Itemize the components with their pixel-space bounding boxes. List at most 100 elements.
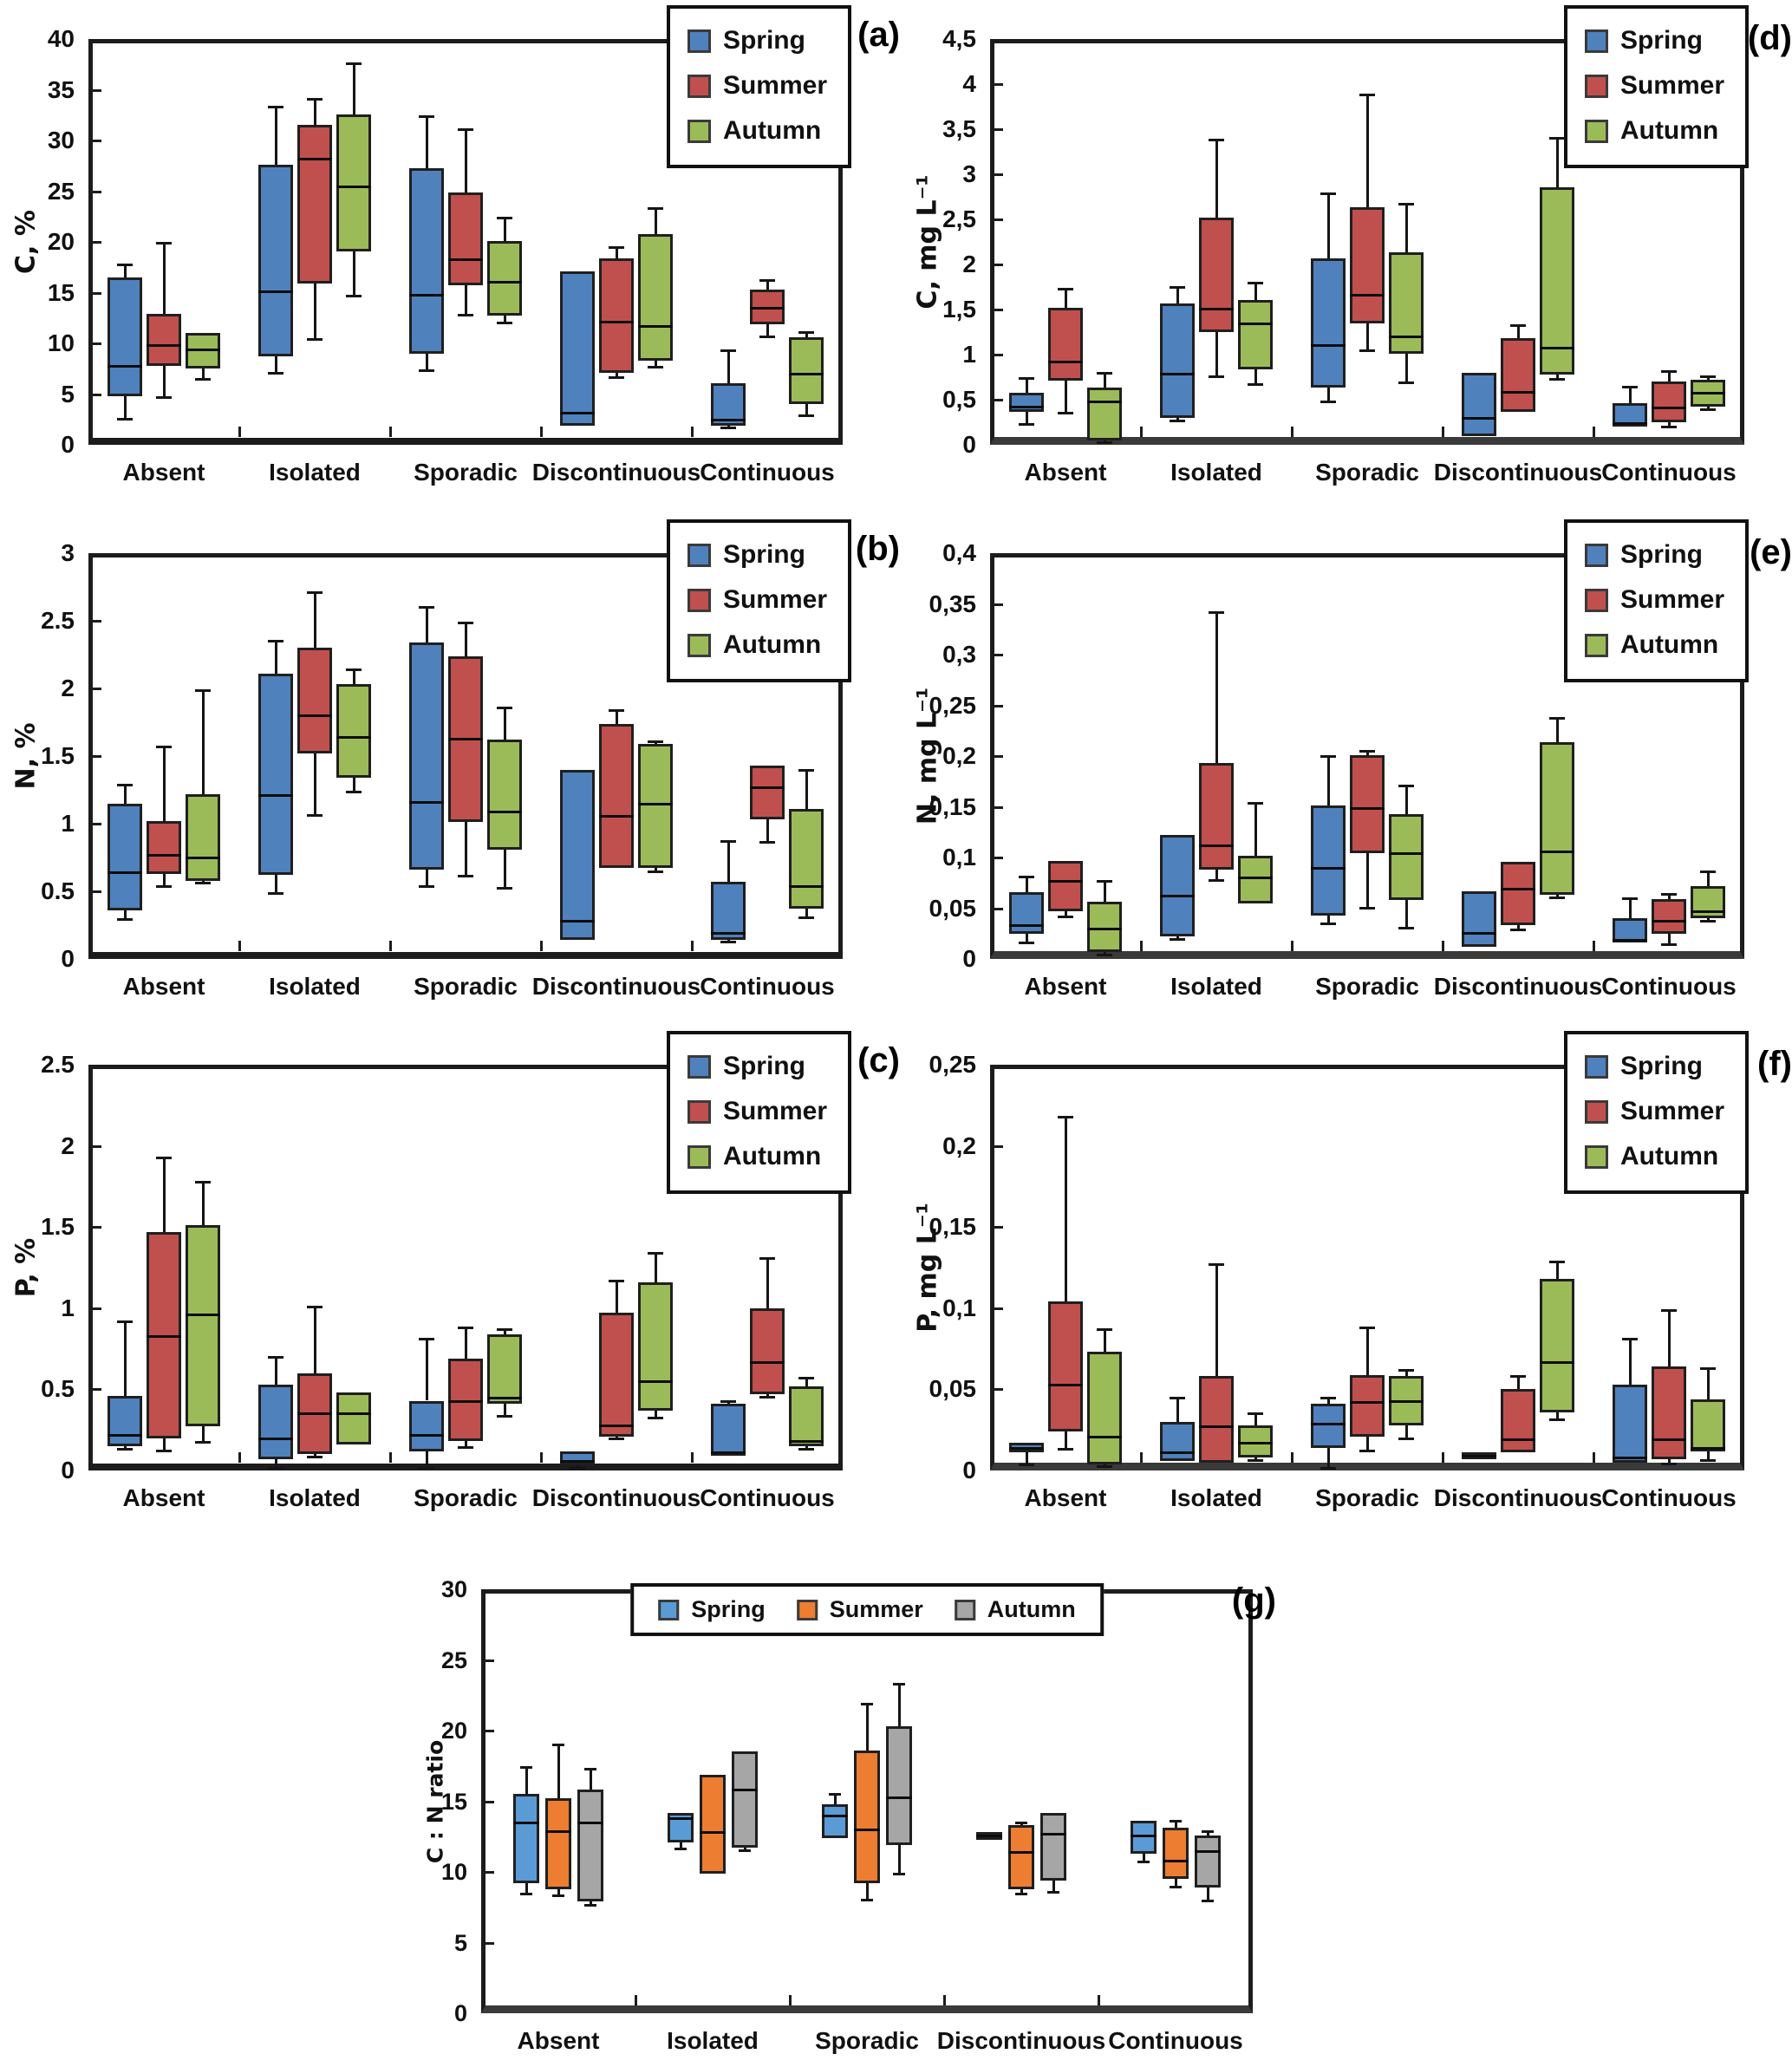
legend-item: Spring bbox=[687, 28, 827, 54]
whisker-cap bbox=[1549, 896, 1565, 899]
box bbox=[448, 192, 483, 286]
y-tick-label: 15 bbox=[440, 1788, 467, 1815]
legend-swatch bbox=[1584, 543, 1608, 567]
box bbox=[1087, 1352, 1122, 1464]
median-line bbox=[336, 1412, 371, 1416]
whisker-cap bbox=[1549, 137, 1565, 140]
median-line bbox=[409, 801, 444, 805]
whisker-line bbox=[834, 1794, 837, 1804]
y-tick-label: 1 bbox=[962, 341, 976, 368]
whisker-cap bbox=[1058, 1447, 1073, 1451]
legend-item: Spring bbox=[658, 1598, 766, 1621]
median-line bbox=[487, 810, 522, 813]
legend-label: Summer bbox=[829, 1596, 923, 1622]
y-tick-mark bbox=[994, 1226, 1003, 1229]
whisker-cap bbox=[893, 1873, 905, 1876]
category-label: Continuous bbox=[700, 973, 835, 1000]
box bbox=[1131, 1821, 1157, 1854]
box bbox=[1652, 898, 1686, 934]
legend-label: Spring bbox=[1619, 26, 1703, 55]
plot-area-b: 0 0.5 1 1.5 2 2.5 3 Absent Isolated Sporadic Disco… bbox=[0, 514, 902, 1026]
whisker-line bbox=[655, 208, 657, 234]
median-line bbox=[599, 321, 634, 324]
median-line bbox=[1501, 1438, 1535, 1442]
median-line bbox=[638, 325, 673, 329]
whisker-cap bbox=[497, 321, 512, 324]
whisker-cap bbox=[458, 874, 473, 877]
panel-d: C, mg L⁻¹ 0 0,5 1 1,5 2 2,5 3 3,5 4 4,5 Absent Isol… bbox=[902, 0, 1792, 513]
whisker-line bbox=[163, 747, 166, 821]
legend-swatch bbox=[687, 588, 711, 612]
whisker-cap bbox=[1058, 1115, 1073, 1118]
box bbox=[1048, 307, 1083, 381]
whisker-cap bbox=[156, 396, 172, 400]
median-line bbox=[409, 1433, 444, 1437]
y-tick-label: 0,2 bbox=[942, 742, 976, 769]
whisker-line bbox=[680, 1842, 682, 1849]
whisker-line bbox=[504, 849, 506, 889]
whisker-line bbox=[616, 1280, 618, 1314]
whisker-cap bbox=[720, 349, 736, 353]
whisker-line bbox=[124, 910, 127, 920]
legend-label: Summer bbox=[722, 1097, 827, 1125]
box bbox=[638, 743, 673, 869]
median-line bbox=[1195, 1849, 1221, 1853]
whisker-line bbox=[1065, 911, 1067, 918]
y-tick-mark bbox=[994, 1388, 1003, 1392]
whisker-cap bbox=[648, 1252, 663, 1255]
y-tick-mark bbox=[994, 654, 1003, 656]
box bbox=[1350, 1374, 1385, 1437]
category-label: Absent bbox=[122, 459, 205, 486]
box bbox=[1652, 381, 1686, 422]
legend-swatch bbox=[687, 543, 711, 567]
whisker-line bbox=[655, 360, 657, 368]
y-tick-mark bbox=[994, 309, 1003, 311]
median-line bbox=[1160, 1451, 1195, 1455]
whisker-cap bbox=[1209, 1263, 1224, 1267]
panel-c: P, % 0 0.5 1 1.5 2 2.5 Absent Isolated Sporadic D… bbox=[0, 1026, 902, 1539]
y-tick-mark bbox=[994, 173, 1003, 176]
y-tick-label: 10 bbox=[47, 329, 75, 356]
whisker-line bbox=[1254, 282, 1257, 300]
whisker-cap bbox=[1359, 94, 1375, 97]
whisker-line bbox=[1052, 1880, 1055, 1894]
whisker-cap bbox=[1170, 1820, 1182, 1823]
y-tick-label: 4 bbox=[962, 70, 976, 97]
panel-g: C : N ratio 0 5 10 15 20 25 30 Absent Isolated Sp… bbox=[373, 1550, 1361, 2067]
whisker-cap bbox=[1097, 1465, 1112, 1469]
panel-letter: (a) bbox=[857, 16, 900, 54]
whisker-cap bbox=[307, 591, 323, 595]
whisker-line bbox=[1556, 1261, 1559, 1280]
y-tick-label: 5 bbox=[61, 380, 75, 408]
median-line bbox=[1652, 407, 1686, 410]
y-tick-label: 0 bbox=[61, 945, 75, 972]
x-tick-mark bbox=[389, 941, 392, 951]
legend-label: Summer bbox=[1619, 585, 1724, 614]
median-line bbox=[732, 1789, 758, 1792]
whisker-line bbox=[202, 1426, 205, 1444]
whisker-line bbox=[426, 870, 428, 888]
x-tick-mark bbox=[389, 1452, 392, 1463]
median-line bbox=[1160, 372, 1195, 375]
whisker-line bbox=[1405, 353, 1408, 384]
whisker-line bbox=[1668, 422, 1671, 428]
box bbox=[336, 1392, 371, 1445]
whisker-cap bbox=[1097, 371, 1112, 375]
plot-frame bbox=[88, 39, 843, 445]
whisker-line bbox=[1327, 388, 1330, 403]
y-tick-mark bbox=[93, 755, 101, 758]
box bbox=[700, 1774, 726, 1874]
whisker-cap bbox=[346, 668, 362, 672]
box bbox=[336, 684, 371, 778]
box bbox=[147, 314, 181, 366]
whisker-line bbox=[1707, 375, 1710, 381]
median-line bbox=[1009, 1446, 1044, 1450]
box bbox=[599, 258, 634, 373]
y-tick-mark bbox=[485, 1871, 494, 1874]
whisker-cap bbox=[1398, 1368, 1414, 1372]
box bbox=[1238, 299, 1273, 369]
whisker-cap bbox=[195, 1180, 211, 1183]
whisker-cap bbox=[346, 295, 362, 298]
y-tick-label: 0 bbox=[453, 2000, 467, 2026]
